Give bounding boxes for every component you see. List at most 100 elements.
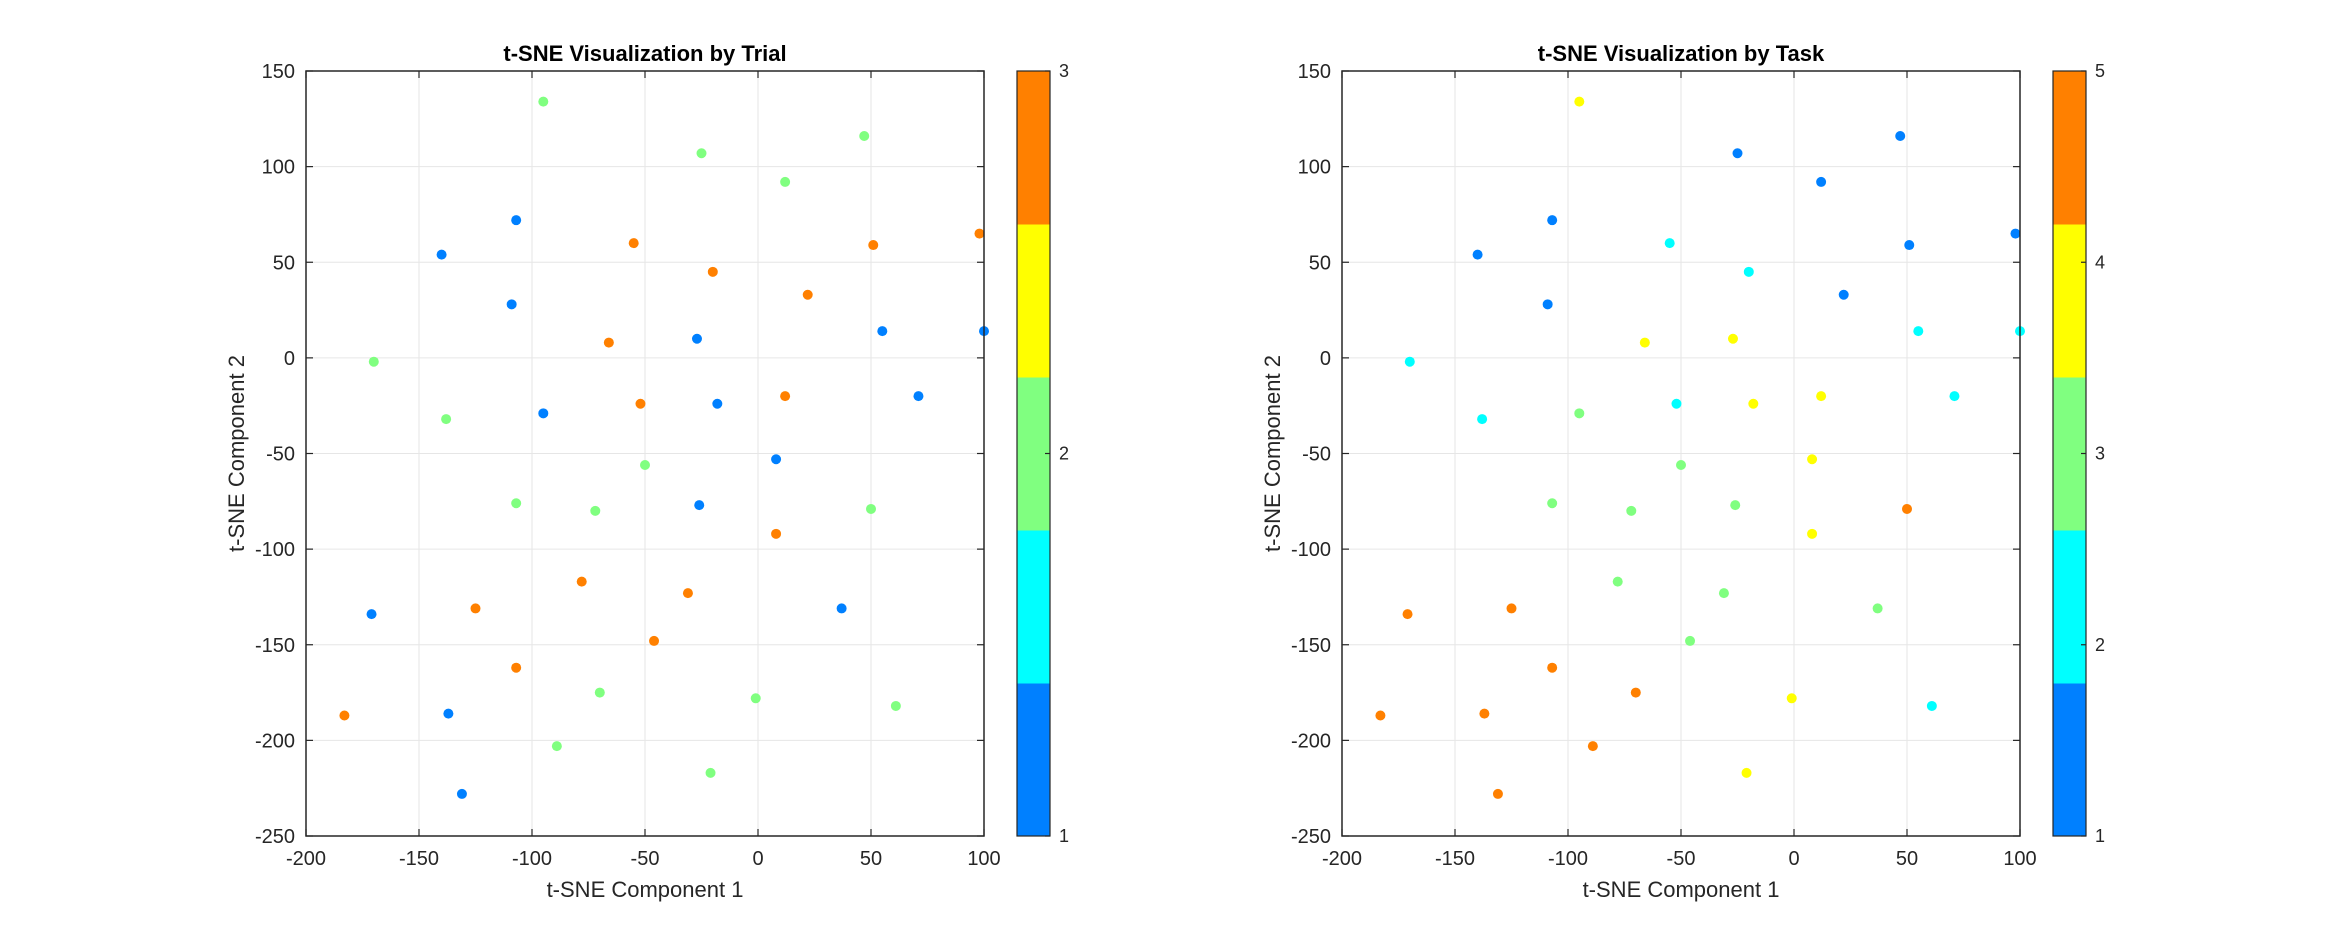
data-point xyxy=(1547,662,1558,673)
data-point xyxy=(694,500,705,511)
y-tick-label: -200 xyxy=(1291,730,1331,752)
data-point xyxy=(836,603,847,614)
data-point xyxy=(1926,700,1937,711)
data-point xyxy=(1727,333,1738,344)
data-point xyxy=(1612,576,1623,587)
data-point xyxy=(443,708,454,719)
data-point xyxy=(436,249,447,260)
colorbar-segment xyxy=(1017,71,1050,225)
data-point xyxy=(576,576,587,587)
colorbar-tick-label: 2 xyxy=(2095,635,2105,655)
data-point xyxy=(1741,767,1752,778)
y-tick-label: -250 xyxy=(255,826,295,848)
data-point xyxy=(1913,326,1924,337)
data-point xyxy=(635,398,646,409)
colorbar-segment xyxy=(2053,377,2086,531)
data-point xyxy=(1748,398,1759,409)
y-tick-label: -250 xyxy=(1291,826,1331,848)
y-tick-label: 0 xyxy=(284,348,295,370)
plot-area-trial: -200 -150 -100 -50 0 50 100 -250-200-150-100-5… xyxy=(255,61,1001,870)
data-point xyxy=(1664,238,1675,249)
data-point xyxy=(707,266,718,277)
data-point xyxy=(594,687,605,698)
y-tick-label: -150 xyxy=(255,635,295,657)
data-point xyxy=(456,788,467,799)
x-tick-label: 100 xyxy=(2003,848,2036,870)
colorbar-segment xyxy=(2053,224,2086,378)
colorbar-segment xyxy=(2053,530,2086,684)
x-ticks-task: -200 -150 -100 -50 0 50 100 xyxy=(1322,71,2037,870)
y-tick-label: 150 xyxy=(1298,61,1331,83)
data-point xyxy=(1547,215,1558,226)
x-tick-label: 0 xyxy=(752,848,763,870)
plot-area-task: -200 -150 -100 -50 0 50 100 -250-200-150-100-5… xyxy=(1291,61,2037,870)
x-tick-label: 0 xyxy=(1788,848,1799,870)
y-tick-label: 150 xyxy=(262,61,295,83)
colorbar-segment xyxy=(2053,71,2086,225)
data-point xyxy=(974,228,985,239)
data-point xyxy=(1838,289,1849,300)
data-point xyxy=(1743,266,1754,277)
data-point xyxy=(1676,459,1686,470)
data-point xyxy=(1587,741,1598,752)
colorbar-segment xyxy=(1017,224,1050,378)
x-tick-label: 50 xyxy=(1896,848,1918,870)
y-tick-label: 50 xyxy=(273,252,295,274)
data-point xyxy=(1902,503,1912,514)
y-ticks-task: -250 -200 -150 -100 -50 0 50 100 150 xyxy=(1291,61,2020,848)
y-tick-label: -50 xyxy=(266,444,295,466)
x-tick-label: -150 xyxy=(399,848,439,870)
data-point xyxy=(1477,414,1488,425)
chart-title-trial: t-SNE Visualization by Trial xyxy=(503,41,786,66)
data-point xyxy=(868,240,879,251)
data-point xyxy=(1807,528,1818,539)
data-point xyxy=(1574,408,1585,419)
x-tick-label: -50 xyxy=(631,848,660,870)
x-tick-label: 100 xyxy=(967,848,1000,870)
points-trial xyxy=(339,96,989,799)
colorbar-segment xyxy=(1017,530,1050,684)
data-point xyxy=(750,693,761,704)
data-point xyxy=(1547,498,1558,509)
data-point xyxy=(890,700,901,711)
data-point xyxy=(1472,249,1483,260)
y-tick-label: 100 xyxy=(262,157,295,179)
y-tick-label: 50 xyxy=(1309,252,1331,274)
grid-trial xyxy=(305,70,985,837)
data-point xyxy=(1630,687,1641,698)
x-tick-label: -100 xyxy=(1548,848,1588,870)
x-tick-label: -150 xyxy=(1435,848,1475,870)
data-point xyxy=(470,603,481,614)
colorbar-task: 1 2 3 4 5 xyxy=(2052,61,2105,846)
data-point xyxy=(506,299,517,310)
data-point xyxy=(1479,708,1490,719)
y-axis-label-task: t-SNE Component 2 xyxy=(1260,355,1285,552)
colorbar-tick-label: 3 xyxy=(1059,61,1069,81)
colorbar-segment xyxy=(1017,377,1050,531)
y-tick-label: -100 xyxy=(1291,539,1331,561)
data-point xyxy=(802,289,813,300)
data-point xyxy=(640,459,650,470)
data-point xyxy=(368,356,379,367)
data-point xyxy=(603,337,614,348)
data-point xyxy=(1816,391,1827,402)
x-ticks-trial: -200 -150 -100 -50 0 50 100 xyxy=(286,71,1001,870)
colorbar-tick-label: 5 xyxy=(2095,61,2105,81)
data-point xyxy=(866,503,876,514)
data-point xyxy=(339,710,350,721)
data-point xyxy=(682,588,693,599)
colorbar-tick-label: 4 xyxy=(2095,252,2105,272)
y-tick-label: -150 xyxy=(1291,635,1331,657)
data-point xyxy=(649,635,660,646)
data-point xyxy=(1404,356,1415,367)
data-point xyxy=(1685,635,1696,646)
y-axis-label-trial: t-SNE Component 2 xyxy=(224,355,249,552)
x-tick-label: -200 xyxy=(286,848,326,870)
y-tick-label: -200 xyxy=(255,730,295,752)
data-point xyxy=(1639,337,1650,348)
y-ticks-trial: -250 -200 -150 -100 -50 0 50 100 150 xyxy=(255,61,984,848)
chart-title-task: t-SNE Visualization by Task xyxy=(1538,41,1825,66)
data-point xyxy=(538,408,549,419)
data-point xyxy=(1375,710,1386,721)
colorbar-trial: 1 2 3 xyxy=(1016,61,1069,846)
